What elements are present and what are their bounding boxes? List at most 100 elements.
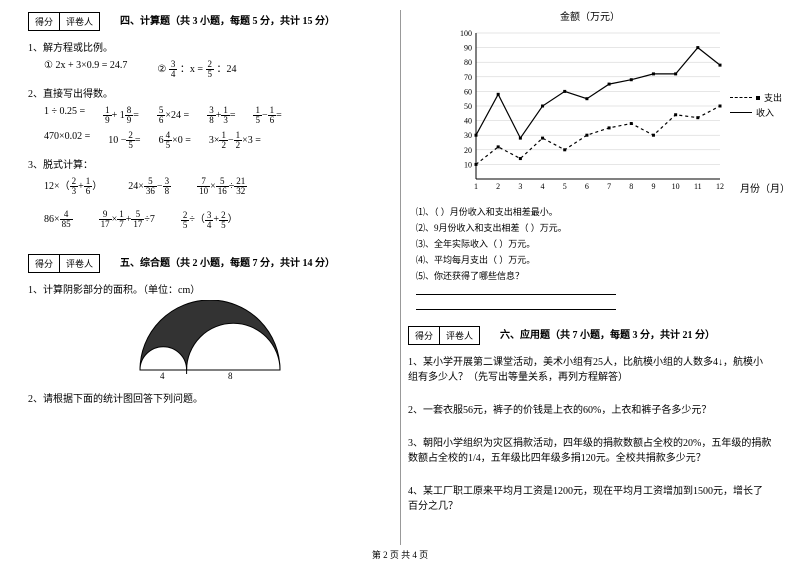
sec4-q1b: ② 34 ：x = 25 ：24 [157, 60, 236, 79]
sec6-q4: 4、某工厂职工原来平均月工资是1200元，现在平均月工资增加到1500元，增长了… [408, 482, 772, 512]
svg-text:4: 4 [541, 182, 545, 191]
score-label: 得分 [409, 327, 440, 344]
svg-text:40: 40 [464, 117, 472, 126]
cq4: ⑷、平均每月支出（ ）万元。 [416, 253, 772, 266]
svg-text:90: 90 [464, 44, 472, 53]
r4a: 86×485 [44, 210, 73, 229]
cq5: ⑸、你还获得了哪些信息？ [416, 269, 772, 282]
sec5-q2: 2、请根据下面的统计图回答下列问题。 [28, 390, 392, 405]
svg-text:11: 11 [694, 182, 702, 191]
frac-2-5: 25 [206, 60, 215, 79]
r3c: 710×516÷2132 [197, 177, 247, 196]
svg-text:30: 30 [464, 131, 472, 140]
r4a-pre: 86× [44, 214, 60, 225]
left-column: 得分 评卷人 四、计算题（共 3 小题，每题 5 分，共计 15 分） 1、解方… [20, 8, 400, 545]
r3a-pre: 12×（ [44, 181, 70, 192]
svg-text:70: 70 [464, 73, 472, 82]
r2b: 10 −25= [108, 131, 140, 150]
svg-text:20: 20 [464, 146, 472, 155]
legend-income: 收入 [756, 106, 774, 119]
score-label: 得分 [29, 255, 60, 272]
svg-text:100: 100 [460, 29, 472, 38]
svg-text:80: 80 [464, 58, 472, 67]
right-column: 金额（万元） 100908070605040302010123456789101… [400, 8, 780, 545]
svg-text:1: 1 [474, 182, 478, 191]
r1c: 56×24 = [157, 106, 189, 125]
r2d-pre: 3× [209, 135, 220, 146]
cq3: ⑶、全年实际收入（ ）万元。 [416, 237, 772, 250]
r1b-mid: + 1 [112, 110, 125, 121]
fig-label-8: 8 [228, 371, 233, 380]
sec4-q1: 1、解方程或比例。 [28, 39, 392, 54]
chart-ytitle: 金额（万元） [408, 8, 772, 23]
r2d-mid2: ×3 = [242, 135, 261, 146]
section6-title: 六、应用题（共 7 小题，每题 3 分，共计 21 分） [500, 326, 715, 341]
svg-text:5: 5 [563, 182, 567, 191]
svg-text:60: 60 [464, 87, 472, 96]
r2c-mid: ×0 = [172, 135, 191, 146]
sec5-q1: 1、计算阴影部分的面积。（单位：cm） [28, 281, 392, 296]
q1b-pre: ② [157, 64, 166, 75]
answer-line-2 [416, 300, 616, 310]
svg-text:10: 10 [672, 182, 680, 191]
svg-text:50: 50 [464, 102, 472, 111]
svg-text:8: 8 [629, 182, 633, 191]
r1b-post: = [133, 110, 139, 121]
q1b-mid: ：x = [180, 64, 203, 75]
section4-title: 四、计算题（共 3 小题，每题 5 分，共计 15 分） [120, 12, 335, 27]
fig-label-4: 4 [160, 371, 165, 380]
page-footer: 第 2 页 共 4 页 [0, 548, 800, 561]
section5-title: 五、综合题（共 2 小题，每题 7 分，共计 14 分） [120, 254, 335, 269]
r2a: 470×0.02 = [44, 131, 90, 150]
r1d-post: = [230, 110, 236, 121]
r4c-mid: ÷（ [189, 214, 205, 225]
r3a: 12×（23+16） [44, 177, 102, 196]
svg-text:3: 3 [518, 182, 522, 191]
r1e-post: = [276, 110, 282, 121]
r3b-pre: 24× [128, 181, 144, 192]
legend-expense: 支出 [764, 91, 782, 104]
svg-text:6: 6 [585, 182, 589, 191]
r1c-mid: ×24 = [165, 110, 189, 121]
sec4-q1a: ① 2x + 3×0.9 = 24.7 [44, 60, 127, 79]
score-box-sec4: 得分 评卷人 [28, 12, 100, 31]
score-box-sec6: 得分 评卷人 [408, 326, 480, 345]
line-chart: 100908070605040302010123456789101112 支出 … [450, 27, 730, 197]
svg-text:9: 9 [651, 182, 655, 191]
score-box-sec5: 得分 评卷人 [28, 254, 100, 273]
r1a: 1 ÷ 0.25 = [44, 106, 85, 125]
r2b-pre: 10 − [108, 135, 126, 146]
cq2: ⑵、9月份收入和支出相差（ ）万元。 [416, 221, 772, 234]
sec4-q2: 2、直接写出得数。 [28, 85, 392, 100]
svg-text:10: 10 [464, 160, 472, 169]
chart-xlabel: 月份（月） [740, 180, 790, 195]
semicircle-figure: 4 8 [120, 300, 300, 380]
r3b: 24×536−38 [128, 177, 171, 196]
q1b-post: ：24 [217, 64, 237, 75]
svg-text:2: 2 [496, 182, 500, 191]
r1b: 19+ 189= [103, 106, 139, 125]
chart-legend: 支出 收入 [728, 87, 784, 123]
r2b-post: = [135, 135, 141, 146]
cq1: ⑴、（ ）月份收入和支出相差最小。 [416, 205, 772, 218]
r4c: 25÷（34+25） [181, 210, 238, 229]
r2c: 645×0 = [159, 131, 191, 150]
svg-text:7: 7 [607, 182, 611, 191]
sec6-q2: 2、一套衣服56元，裤子的价钱是上衣的60%，上衣和裤子各多少元？ [408, 401, 772, 416]
answer-line-1 [416, 285, 616, 295]
r4b-post: ÷7 [144, 214, 155, 225]
r1d: 38+13= [207, 106, 235, 125]
svg-text:12: 12 [716, 182, 724, 191]
sec6-q3: 3、朝阳小学组织为灾区捐款活动，四年级的捐款数额占全校的20%，五年级的捐款数额… [408, 434, 772, 464]
grader-label: 评卷人 [60, 255, 99, 272]
grader-label: 评卷人 [60, 13, 99, 30]
r2d: 3×12−12×3 = [209, 131, 261, 150]
sec6-q1: 1、某小学开展第二课堂活动，美术小组有25人，比航模小组的人数多4↓，航模小组有… [408, 353, 772, 383]
frac-3-4: 34 [169, 60, 178, 79]
r4b: 917×17+517÷7 [99, 210, 155, 229]
r3a-post: ） [92, 181, 102, 192]
sec4-q3: 3、脱式计算： [28, 156, 392, 171]
r1e: 15−16= [253, 106, 281, 125]
score-label: 得分 [29, 13, 60, 30]
chart-questions: ⑴、（ ）月份收入和支出相差最小。 ⑵、9月份收入和支出相差（ ）万元。 ⑶、全… [416, 205, 772, 312]
